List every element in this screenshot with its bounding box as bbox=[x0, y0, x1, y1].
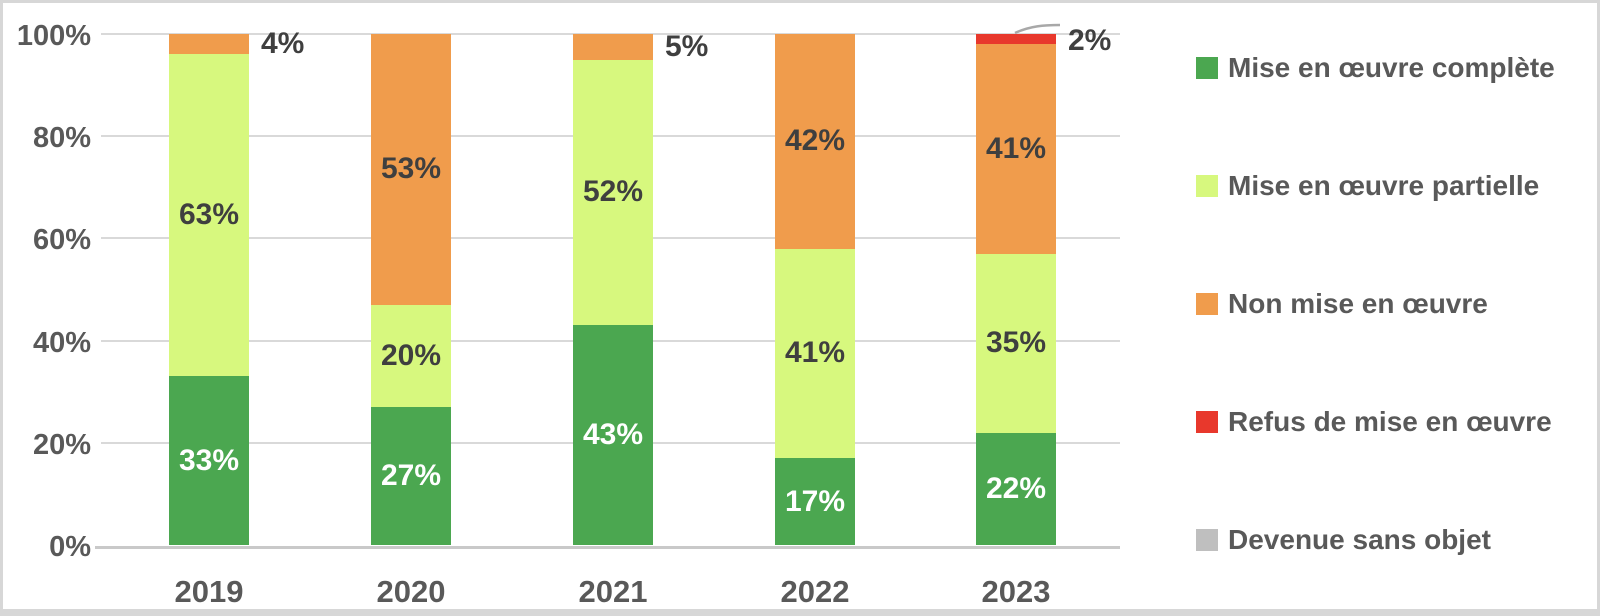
legend-item-series2: Mise en œuvre partielle bbox=[1196, 169, 1555, 203]
bar-label-2020-series2: 20% bbox=[380, 338, 442, 372]
bar-label-2023-series3: 41% bbox=[985, 131, 1047, 165]
callout-line-2023 bbox=[1014, 23, 1061, 35]
legend: Mise en œuvre complète Mise en œuvre part… bbox=[1196, 51, 1555, 557]
bar-segment-2022-series1 bbox=[775, 458, 855, 545]
bar-label-2021-series2: 52% bbox=[582, 175, 644, 209]
bar-segment-2019-series3 bbox=[169, 34, 249, 55]
legend-swatch-series3 bbox=[1196, 293, 1218, 315]
y-axis-label: 20% bbox=[32, 428, 91, 461]
bar-segment-2023-series2 bbox=[976, 253, 1056, 433]
legend-item-series4: Refus de mise en œuvre bbox=[1196, 405, 1555, 439]
bar-segment-2021-series2 bbox=[573, 59, 653, 326]
bar-label-2019-series1: 33% bbox=[178, 443, 240, 477]
x-axis-label-2019: 2019 bbox=[174, 574, 244, 609]
legend-label-series3: Non mise en œuvre bbox=[1228, 288, 1488, 319]
y-axis-label: 60% bbox=[32, 224, 91, 257]
bar-label-2023-series1: 22% bbox=[985, 471, 1047, 505]
bar-segment-2020-series2 bbox=[371, 304, 451, 408]
legend-label-series1: Mise en œuvre complète bbox=[1228, 52, 1555, 83]
y-axis-label: 0% bbox=[49, 531, 91, 563]
y-axis-label: 80% bbox=[32, 122, 91, 155]
legend-item-series3: Non mise en œuvre bbox=[1196, 287, 1555, 321]
bar-label-2022-series3: 42% bbox=[784, 124, 846, 158]
bar-label-2020-series3: 53% bbox=[380, 152, 442, 186]
bar-segment-2020-series3 bbox=[371, 34, 451, 305]
plot-area: 0% 20% 40% 60% 80% 100% 33% 63% 4% 2019 27% 20% 53% 2… bbox=[3, 3, 1597, 609]
x-axis-label-2021: 2021 bbox=[578, 574, 648, 609]
legend-swatch-series5 bbox=[1196, 529, 1218, 551]
x-axis-label-2022: 2022 bbox=[780, 574, 850, 609]
bar-segment-2023-series4 bbox=[976, 34, 1056, 45]
x-axis-label-2023: 2023 bbox=[981, 574, 1051, 609]
legend-item-series5: Devenue sans objet bbox=[1196, 523, 1555, 557]
bar-segment-2019-series1 bbox=[169, 376, 249, 545]
bar-segment-2022-series3 bbox=[775, 34, 855, 249]
bar-segment-2021-series3 bbox=[573, 34, 653, 60]
bar-label-2019-series3: 4% bbox=[261, 27, 305, 61]
bar-segment-2021-series1 bbox=[573, 325, 653, 545]
bar-label-2019-series2: 63% bbox=[178, 198, 240, 232]
bar-label-2020-series1: 27% bbox=[380, 459, 442, 492]
legend-label-series4: Refus de mise en œuvre bbox=[1228, 406, 1552, 437]
bar-label-2022-series2: 41% bbox=[784, 336, 846, 370]
legend-swatch-series4 bbox=[1196, 411, 1218, 433]
bar-segment-2020-series1 bbox=[371, 407, 451, 545]
bar-label-2022-series1: 17% bbox=[784, 484, 846, 518]
bar-label-2021-series1: 43% bbox=[582, 418, 644, 452]
bar-label-2023-series4: 2% bbox=[1068, 24, 1112, 57]
bar-label-2021-series3: 5% bbox=[665, 29, 709, 63]
legend-swatch-series2 bbox=[1196, 175, 1218, 197]
x-axis-label-2020: 2020 bbox=[376, 574, 446, 609]
bar-label-2023-series2: 35% bbox=[985, 326, 1047, 360]
x-axis-line bbox=[95, 546, 1120, 549]
bar-segment-2023-series3 bbox=[976, 44, 1056, 254]
y-axis-label: 100% bbox=[16, 20, 91, 52]
bar-segment-2022-series2 bbox=[775, 248, 855, 459]
legend-item-series1: Mise en œuvre complète bbox=[1196, 51, 1555, 85]
bar-segment-2019-series2 bbox=[169, 54, 249, 377]
legend-label-series5: Devenue sans objet bbox=[1228, 524, 1491, 555]
legend-label-series2: Mise en œuvre partielle bbox=[1228, 170, 1540, 201]
bar-segment-2023-series1 bbox=[976, 432, 1056, 545]
y-axis-label: 40% bbox=[32, 326, 91, 359]
legend-swatch-series1 bbox=[1196, 57, 1218, 79]
